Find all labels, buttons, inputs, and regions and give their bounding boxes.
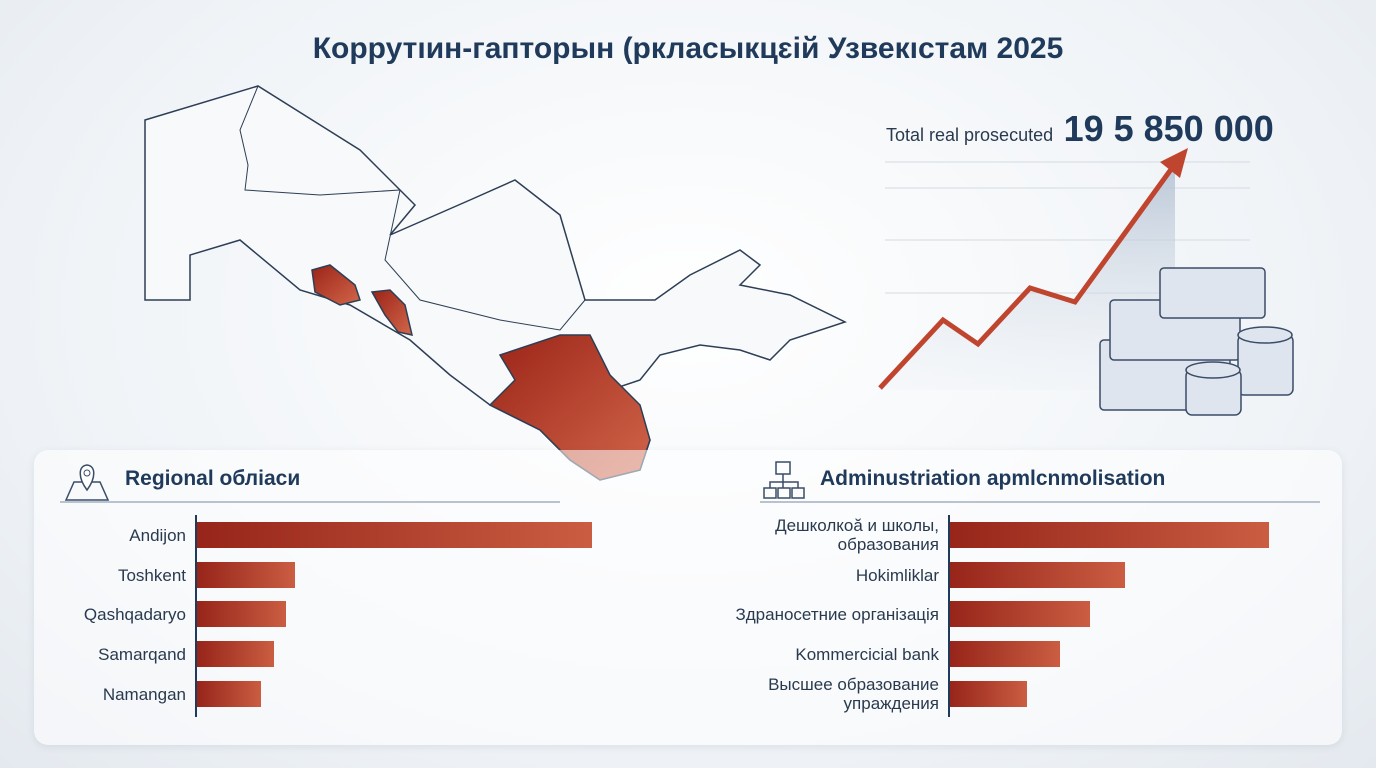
total-value: 19 5 850 000 — [1063, 108, 1274, 149]
category-label: Andijon — [129, 525, 186, 545]
category-label: Высшее образование упраждения — [768, 675, 939, 713]
bar — [950, 562, 1125, 588]
category-label: Kommercicial bank — [795, 644, 939, 664]
category-label: Qashqadaryo — [83, 604, 186, 624]
header-rule — [60, 501, 560, 503]
bar — [197, 562, 295, 588]
bar — [197, 601, 286, 627]
header-rule — [760, 501, 1320, 503]
bar — [950, 681, 1027, 707]
bar — [197, 522, 592, 548]
axis-line — [948, 515, 950, 717]
category-label: Hokimliklar — [855, 565, 939, 585]
category-label: Дешколкоӑ и школы, образования — [775, 516, 939, 554]
bar — [197, 641, 274, 667]
total: Total real prosecuted 19 5 850 000 — [886, 108, 1306, 150]
pin-icon — [64, 464, 110, 501]
growth-graphic — [878, 148, 1294, 416]
bar — [197, 681, 261, 707]
panel-title: Regional обліаси — [125, 467, 301, 490]
org-icon — [763, 461, 805, 499]
category-label: Samarqand — [98, 644, 186, 664]
title: Коррутıин-гапторын (ркласыкцɛій Узвекıст… — [312, 32, 1064, 65]
map — [144, 85, 847, 481]
category-label: Здраносетние органiзацiя — [735, 604, 939, 624]
total-label: Total real prosecuted — [886, 125, 1054, 145]
category-label: Toshkent — [117, 565, 186, 585]
bar — [950, 522, 1269, 548]
axis-line — [195, 515, 197, 717]
panel-title: Adminustriation apmlcnmolisation — [820, 467, 1166, 490]
bar — [950, 601, 1090, 627]
bar — [950, 641, 1060, 667]
category-label: Namangan — [102, 684, 186, 704]
